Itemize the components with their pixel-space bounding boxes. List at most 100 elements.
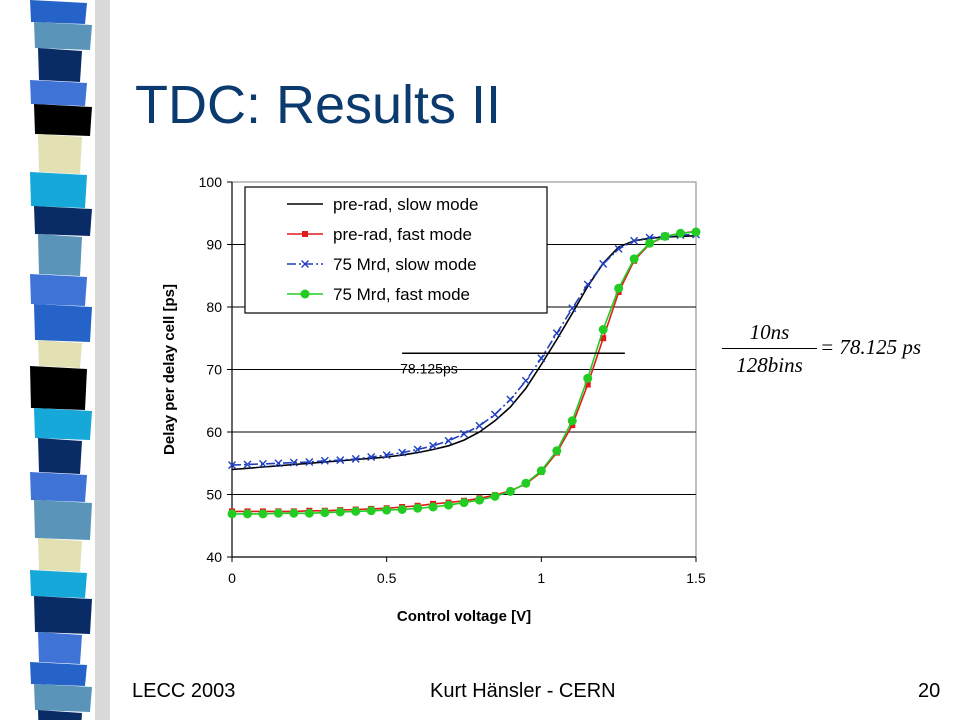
data-point-75-mrd-fast-mode	[474, 495, 484, 505]
footer-page-number: 20	[918, 680, 941, 702]
legend-marker-75-mrd-fast-mode	[300, 289, 310, 299]
strip-block	[38, 340, 82, 368]
data-point-pre-rad-fast-mode	[600, 335, 607, 342]
data-point-75-mrd-fast-mode	[289, 508, 299, 518]
data-point-75-mrd-slow-mode	[320, 456, 329, 465]
y-tick-label: 90	[206, 237, 222, 253]
data-point-75-mrd-fast-mode	[459, 498, 469, 508]
data-point-75-mrd-slow-mode	[475, 421, 484, 430]
decorative-side-strip	[30, 0, 110, 720]
strip-shadow	[95, 0, 110, 720]
data-point-75-mrd-slow-mode	[398, 448, 407, 457]
data-point-75-mrd-fast-mode	[397, 505, 407, 514]
x-tick-label: 0.5	[377, 570, 397, 586]
data-point-75-mrd-slow-mode	[228, 461, 236, 470]
legend-label-pre-rad-fast-mode: pre-rad, fast mode	[333, 225, 472, 244]
footer-conference: LECC 2003	[132, 680, 236, 702]
formula-denominator: 128bins	[736, 353, 803, 377]
formula-result: = 78.125 ps	[820, 335, 922, 359]
data-point-75-mrd-slow-mode	[429, 441, 438, 450]
strip-block	[38, 234, 82, 276]
y-axis-label: Delay per delay cell [ps]	[161, 284, 178, 455]
x-axis-label: Control voltage [V]	[397, 608, 531, 625]
data-point-75-mrd-fast-mode	[227, 509, 237, 519]
data-point-75-mrd-slow-mode	[490, 410, 499, 419]
data-point-75-mrd-slow-mode	[537, 354, 546, 363]
data-point-75-mrd-slow-mode	[351, 454, 360, 463]
data-point-75-mrd-fast-mode	[505, 486, 515, 496]
strip-block	[30, 172, 87, 208]
y-tick-label: 70	[206, 362, 222, 378]
x-tick-label: 1.5	[686, 570, 706, 586]
strip-block	[30, 80, 87, 106]
data-point-75-mrd-fast-mode	[382, 505, 392, 515]
annotation-label: 78.125ps	[400, 360, 458, 376]
data-point-75-mrd-fast-mode	[351, 506, 361, 516]
data-point-75-mrd-fast-mode	[428, 502, 438, 512]
strip-block	[30, 472, 87, 502]
data-point-75-mrd-slow-mode	[614, 244, 623, 253]
data-point-75-mrd-fast-mode	[273, 508, 283, 518]
legend-box	[244, 186, 548, 314]
data-point-75-mrd-fast-mode	[490, 491, 500, 501]
x-tick-label: 0	[228, 570, 236, 586]
data-point-75-mrd-slow-mode	[552, 329, 561, 338]
data-point-75-mrd-fast-mode	[552, 446, 562, 456]
data-point-75-mrd-fast-mode	[660, 231, 670, 241]
y-tick-label: 40	[206, 549, 222, 565]
data-point-75-mrd-fast-mode	[320, 508, 330, 518]
y-tick-label: 50	[206, 487, 222, 503]
data-point-75-mrd-slow-mode	[460, 429, 468, 438]
y-tick-label: 80	[206, 299, 222, 315]
series-pre-rad-slow-mode	[231, 234, 697, 471]
data-point-75-mrd-fast-mode	[536, 466, 546, 476]
strip-block	[34, 684, 92, 712]
data-point-75-mrd-fast-mode	[366, 506, 376, 516]
data-point-75-mrd-fast-mode	[645, 238, 655, 248]
legend-marker-pre-rad-fast-mode	[302, 231, 308, 237]
series-75-mrd-fast-mode	[227, 227, 701, 519]
data-point-75-mrd-fast-mode	[567, 416, 577, 426]
data-point-75-mrd-fast-mode	[629, 254, 639, 264]
strip-block	[30, 0, 87, 24]
legend-label-75-mrd-slow-mode: 75 Mrd, slow mode	[333, 255, 477, 274]
slide-title: TDC: Results II	[135, 75, 502, 135]
data-point-75-mrd-fast-mode	[691, 227, 701, 237]
strip-block	[38, 632, 82, 664]
strip-block	[34, 304, 92, 342]
data-point-75-mrd-fast-mode	[598, 325, 608, 334]
data-point-75-mrd-fast-mode	[258, 509, 268, 519]
footer-author: Kurt Hänsler - CERN	[430, 680, 616, 702]
data-point-75-mrd-fast-mode	[242, 509, 252, 519]
formula-numerator: 10ns	[749, 320, 790, 344]
data-point-75-mrd-slow-mode	[367, 453, 376, 461]
data-point-75-mrd-slow-mode	[630, 236, 639, 245]
strip-block	[30, 662, 87, 686]
legend-label-75-mrd-fast-mode: 75 Mrd, fast mode	[333, 285, 470, 304]
data-point-75-mrd-slow-mode	[305, 458, 314, 466]
y-tick-label: 60	[206, 424, 222, 440]
data-point-75-mrd-slow-mode	[568, 304, 577, 313]
data-point-pre-rad-fast-mode	[584, 381, 591, 388]
legend-marker-75-mrd-slow-mode	[301, 260, 309, 268]
strip-block	[34, 104, 92, 136]
x-tick-label: 1	[537, 570, 545, 586]
data-point-75-mrd-slow-mode	[289, 458, 298, 467]
data-point-75-mrd-fast-mode	[676, 228, 686, 238]
data-point-75-mrd-fast-mode	[583, 373, 593, 383]
data-point-75-mrd-slow-mode	[521, 376, 530, 385]
formula-fraction: 10ns 128bins	[722, 318, 817, 379]
strip-block	[38, 438, 82, 474]
data-point-75-mrd-fast-mode	[444, 500, 454, 510]
data-point-75-mrd-fast-mode	[304, 508, 314, 518]
data-point-75-mrd-slow-mode	[336, 456, 345, 465]
data-point-75-mrd-slow-mode	[258, 459, 267, 468]
strip-block	[34, 206, 92, 236]
bin-width-formula: 10ns 128bins = 78.125 ps	[722, 318, 932, 384]
strip-block	[34, 500, 92, 540]
data-point-75-mrd-slow-mode	[583, 280, 592, 289]
series-75-mrd-slow-mode	[228, 230, 700, 470]
data-point-75-mrd-fast-mode	[335, 507, 345, 517]
strip-block	[34, 596, 92, 634]
strip-block	[34, 408, 92, 440]
